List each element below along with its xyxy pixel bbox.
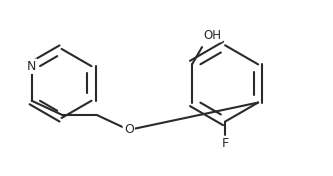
Text: F: F — [221, 137, 229, 150]
Text: N: N — [27, 60, 36, 73]
Text: OH: OH — [204, 29, 222, 42]
Text: O: O — [124, 123, 134, 136]
